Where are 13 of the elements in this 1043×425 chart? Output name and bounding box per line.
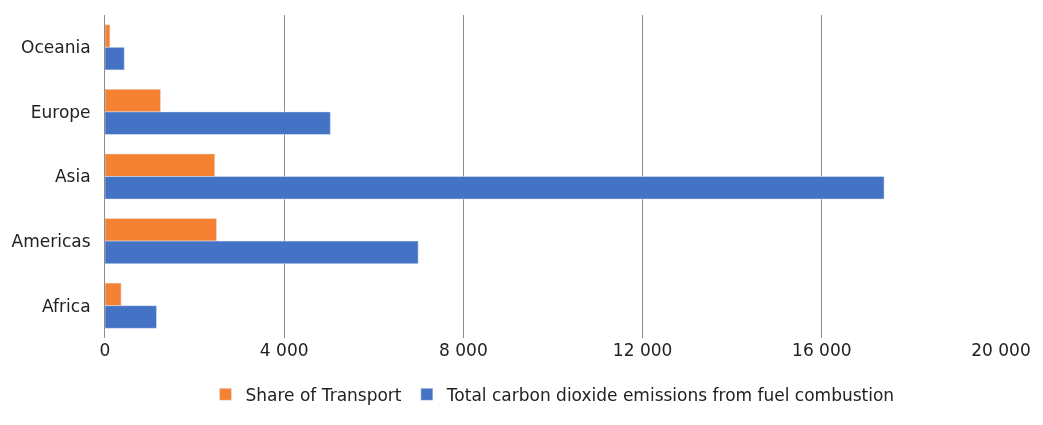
x-tick-label: 12 000	[612, 340, 673, 360]
y-tick-label: Africa	[42, 295, 91, 316]
legend-label: Total carbon dioxide emissions from fuel combustion	[445, 384, 895, 405]
y-tick-label: Asia	[54, 166, 91, 187]
y-tick-label: Americas	[11, 231, 91, 252]
x-tick-label: 4 000	[259, 340, 309, 360]
y-tick-label: Europe	[30, 101, 91, 122]
x-tick-label: 0	[99, 340, 111, 360]
x-tick-label: 20 000	[971, 340, 1031, 360]
x-tick-label: 8 000	[439, 340, 488, 360]
x-tick-label: 16 000	[792, 340, 852, 360]
y-tick-label: Oceania	[21, 37, 91, 58]
legend-label: Share of Transport	[245, 384, 402, 405]
